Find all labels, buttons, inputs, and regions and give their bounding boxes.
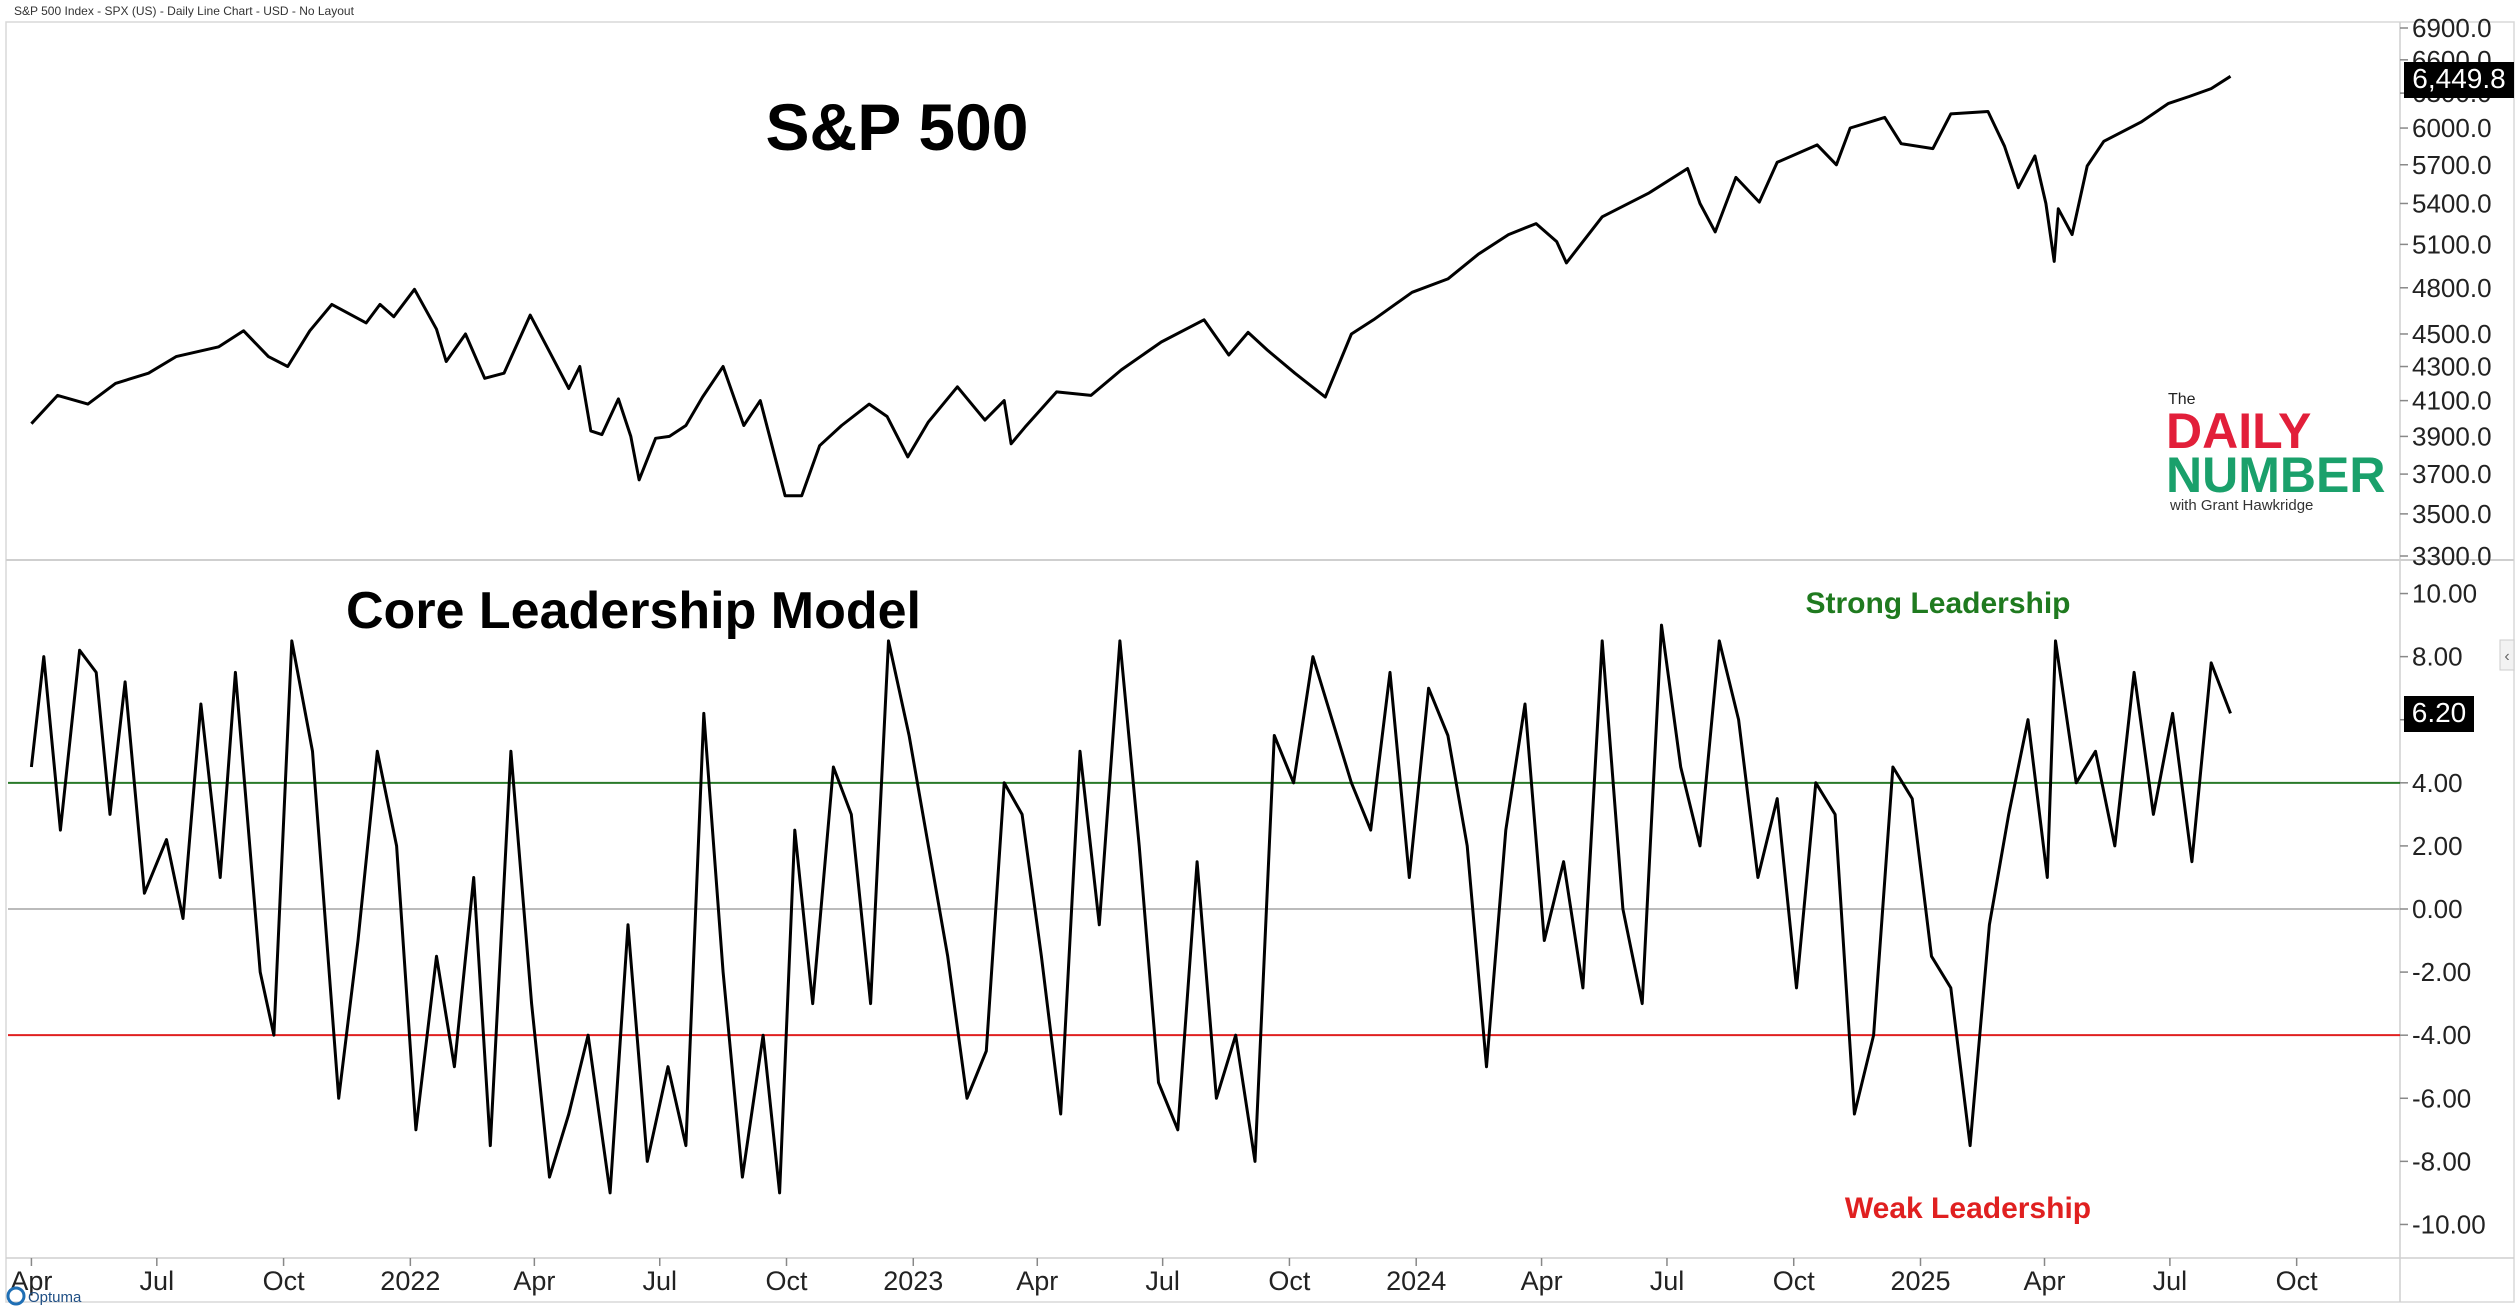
- price-y-tick-label: 3300.0: [2412, 541, 2492, 571]
- sp500-price-line: [30, 75, 2232, 498]
- x-tick-label: Apr: [513, 1266, 555, 1296]
- oscillator-last-value-badge: 6.20: [2404, 696, 2474, 732]
- oscillator-y-tick-label: 4.00: [2412, 768, 2463, 798]
- x-tick-label: Oct: [765, 1266, 808, 1296]
- x-tick-label: Apr: [10, 1266, 52, 1296]
- x-tick-label: 2025: [1890, 1266, 1950, 1296]
- x-tick-label: Oct: [2276, 1266, 2319, 1296]
- oscillator-panel: Core Leadership Model Strong Leadership …: [8, 579, 2515, 1239]
- price-y-tick-label: 3900.0: [2412, 421, 2492, 451]
- price-y-tick-label: 3500.0: [2412, 499, 2492, 529]
- x-tick-label: Oct: [263, 1266, 306, 1296]
- price-y-tick-label: 6900.0: [2412, 13, 2492, 43]
- reference-lines: [8, 781, 2400, 1037]
- price-y-tick-label: 4100.0: [2412, 386, 2492, 416]
- price-y-tick-label: 5700.0: [2412, 150, 2492, 180]
- collapse-arrow-icon[interactable]: ‹: [2499, 639, 2515, 671]
- logo-byline: with Grant Hawkridge: [2169, 497, 2313, 514]
- price-y-tick-label: 6000.0: [2412, 113, 2492, 143]
- strong-leadership-label: Strong Leadership: [1805, 587, 2070, 620]
- price-panel: S&P 500 6900.06600.06300.06000.05700.054…: [30, 13, 2514, 571]
- oscillator-y-tick-label: -8.00: [2412, 1146, 2471, 1176]
- x-tick-label: 2023: [883, 1266, 943, 1296]
- x-tick-label: Jul: [1650, 1266, 1685, 1296]
- x-tick-label: Apr: [2023, 1266, 2065, 1296]
- oscillator-y-tick-label: 10.00: [2412, 579, 2477, 609]
- date-x-axis: Apr Jul Oct 2022 Apr Jul Oct 2023 Apr Jul Oct 2024 A…: [10, 1258, 2318, 1296]
- price-y-tick-label: 5400.0: [2412, 188, 2492, 218]
- optuma-brand: Optuma: [6, 1286, 82, 1306]
- x-tick-label: Apr: [1521, 1266, 1563, 1296]
- price-y-tick-label: 4800.0: [2412, 273, 2492, 303]
- x-tick-label: Jul: [1145, 1266, 1180, 1296]
- oscillator-y-tick-label: 2.00: [2412, 831, 2463, 861]
- weak-leadership-label: Weak Leadership: [1845, 1192, 2091, 1225]
- oscillator-panel-title: Core Leadership Model: [346, 582, 921, 640]
- oscillator-y-tick-label: -4.00: [2412, 1020, 2471, 1050]
- optuma-label: Optuma: [28, 1289, 82, 1306]
- x-tick-label: Jul: [2153, 1266, 2188, 1296]
- oscillator-y-tick-label: -6.00: [2412, 1083, 2471, 1113]
- price-last-value-text: 6,449.8: [2412, 63, 2505, 94]
- price-y-tick-label: 3700.0: [2412, 459, 2492, 489]
- x-tick-label: Jul: [140, 1266, 175, 1296]
- price-panel-title: S&P 500: [766, 90, 1029, 164]
- x-tick-label: Oct: [1268, 1266, 1311, 1296]
- leadership-model-line: [29, 623, 2232, 1195]
- oscillator-y-tick-label: 0.00: [2412, 894, 2463, 924]
- x-tick-label: Oct: [1773, 1266, 1816, 1296]
- svg-text:‹: ‹: [2504, 648, 2509, 665]
- oscillator-y-tick-label: 8.00: [2412, 642, 2463, 672]
- x-tick-label: Jul: [642, 1266, 677, 1296]
- chart-frame: [5, 21, 2515, 1303]
- chart-descriptor: S&P 500 Index - SPX (US) - Daily Line Ch…: [14, 4, 354, 18]
- logo-daily: DAILY: [2166, 403, 2311, 459]
- x-tick-label: 2022: [380, 1266, 440, 1296]
- price-y-tick-label: 4500.0: [2412, 319, 2492, 349]
- logo-the: The: [2168, 391, 2196, 408]
- oscillator-y-tick-label: -2.00: [2412, 957, 2471, 987]
- price-y-tick-label: 4300.0: [2412, 352, 2492, 382]
- oscillator-y-axis: 10.008.006.004.002.000.00-2.00-4.00-6.00…: [2400, 579, 2486, 1239]
- price-y-tick-label: 5100.0: [2412, 229, 2492, 259]
- oscillator-y-tick-label: -10.00: [2412, 1209, 2486, 1239]
- x-tick-label: 2024: [1386, 1266, 1446, 1296]
- x-tick-label: Apr: [1016, 1266, 1058, 1296]
- oscillator-last-value-text: 6.20: [2412, 697, 2467, 728]
- price-last-value-badge: 6,449.8: [2404, 62, 2514, 98]
- optuma-icon: [6, 1286, 26, 1306]
- daily-number-logo: The DAILY NUMBER with Grant Hawkridge: [2166, 391, 2385, 514]
- logo-number: NUMBER: [2166, 447, 2385, 503]
